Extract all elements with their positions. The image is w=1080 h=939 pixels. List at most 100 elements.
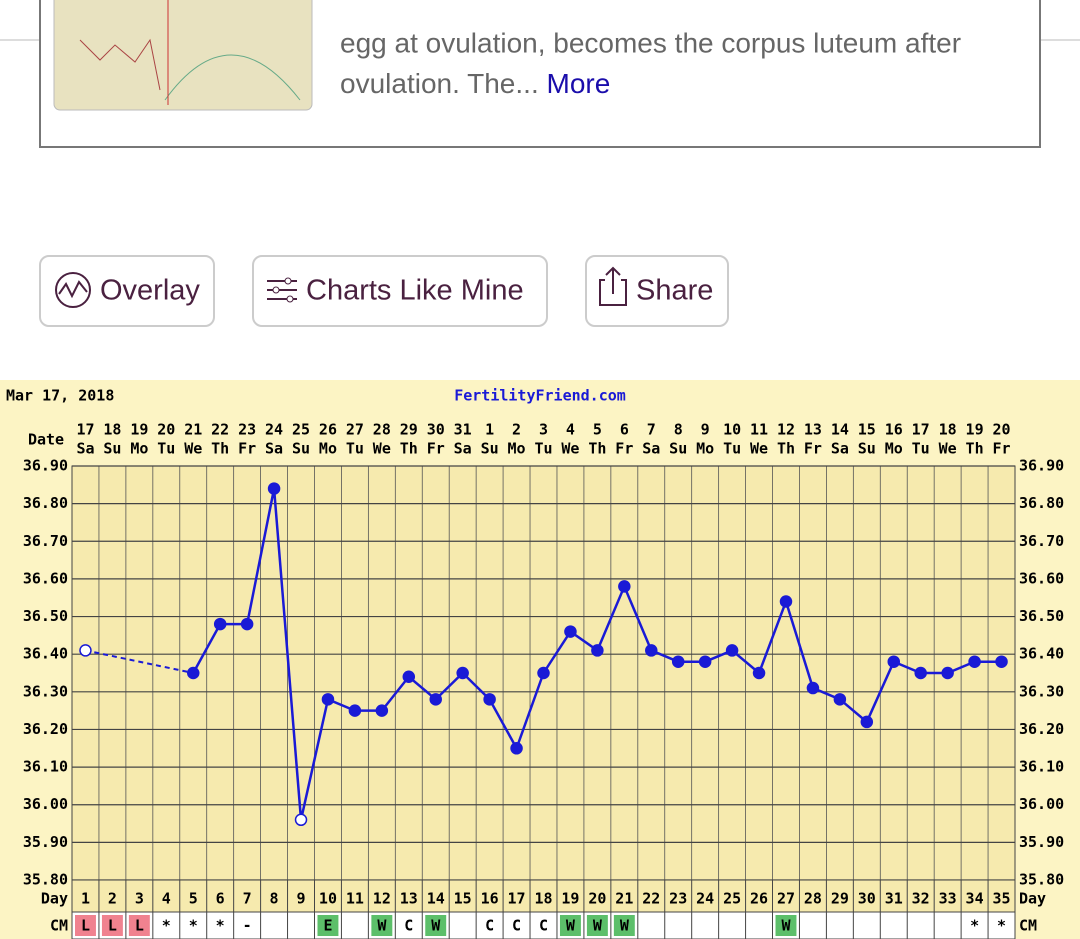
cm-cell (371, 915, 393, 936)
weekday-label: Th (966, 440, 984, 458)
temperature-point (941, 666, 954, 680)
weekday-label: Th (400, 440, 418, 458)
date-label: 13 (804, 421, 822, 439)
day-number: 32 (912, 890, 930, 908)
y-tick-label: 36.20 (23, 720, 68, 738)
weekday-label: Th (777, 440, 795, 458)
date-label: 19 (966, 421, 984, 439)
day-number: 30 (858, 890, 876, 908)
weekday-label: We (561, 440, 579, 458)
temperature-point (402, 670, 416, 684)
date-label: 8 (674, 421, 683, 439)
y-tick-label: 36.70 (23, 532, 68, 550)
charts-like-mine-button[interactable]: Charts Like Mine (252, 255, 548, 327)
cm-value: * (216, 917, 225, 935)
cm-value: W (620, 917, 630, 935)
day-number: 24 (696, 890, 714, 908)
day-number: 21 (615, 890, 633, 908)
weekday-label: Fr (615, 440, 633, 458)
overlay-button[interactable]: Overlay (39, 255, 215, 327)
day-number: 14 (427, 890, 445, 908)
weekday-label: Fr (992, 440, 1010, 458)
date-label: 17 (912, 421, 930, 439)
cm-value: L (108, 917, 117, 935)
weekday-label: Su (292, 440, 310, 458)
y-tick-label: 36.90 (1019, 457, 1064, 475)
day-number: 4 (162, 890, 171, 908)
date-label: 7 (647, 421, 656, 439)
weekday-label: Mo (319, 440, 337, 458)
cm-value: L (135, 917, 144, 935)
cm-cell (75, 915, 96, 936)
cm-cell (559, 915, 581, 936)
day-number: 9 (296, 890, 305, 908)
cm-value: * (997, 917, 1006, 935)
weekday-label: Th (588, 440, 606, 458)
date-label: 12 (777, 421, 795, 439)
weekday-label: Sa (831, 440, 849, 458)
weekday-label: Tu (346, 440, 364, 458)
weekday-label: Tu (157, 440, 175, 458)
date-label: 31 (454, 421, 472, 439)
day-number: 17 (508, 890, 526, 908)
y-tick-label: 36.70 (1019, 532, 1064, 550)
date-label: 22 (211, 421, 229, 439)
more-link[interactable]: More (547, 68, 611, 99)
x-axis-label: Date (28, 431, 64, 449)
day-number: 13 (400, 890, 418, 908)
temperature-point (806, 681, 820, 695)
weekday-label: Mo (696, 440, 714, 458)
y-tick-label: 36.00 (23, 795, 68, 813)
weekday-label: Sa (265, 440, 283, 458)
y-tick-label: 36.10 (23, 758, 68, 776)
date-label: 18 (103, 421, 121, 439)
date-label: 30 (427, 421, 445, 439)
day-number: 5 (189, 890, 198, 908)
y-tick-label: 36.80 (23, 494, 68, 512)
day-number: 31 (885, 890, 903, 908)
y-tick-label: 36.30 (1019, 682, 1064, 700)
day-number: 27 (777, 890, 795, 908)
cm-cell (128, 915, 150, 936)
day-number: 10 (319, 890, 337, 908)
weekday-label: Su (103, 440, 121, 458)
cm-value: * (970, 917, 979, 935)
date-label: 27 (346, 421, 364, 439)
cm-cell (101, 915, 123, 936)
day-number: 7 (243, 890, 252, 908)
share-button[interactable]: Share (585, 255, 729, 327)
date-label: 15 (858, 421, 876, 439)
weekday-label: Sa (454, 440, 472, 458)
day-number: 29 (831, 890, 849, 908)
cm-value: W (431, 917, 441, 935)
weekday-label: Tu (534, 440, 552, 458)
temperature-point (914, 666, 927, 680)
y-tick-label: 36.60 (1019, 569, 1064, 587)
y-tick-label: 36.30 (23, 682, 68, 700)
date-label: 18 (939, 421, 957, 439)
weekday-label: Tu (723, 440, 741, 458)
temperature-point (779, 595, 793, 608)
temperature-point (725, 644, 739, 657)
temperature-point (186, 666, 200, 680)
date-label: 11 (750, 421, 768, 439)
weekday-label: Su (481, 440, 499, 458)
weekday-label: Fr (427, 440, 445, 458)
date-label: 25 (292, 421, 310, 439)
temperature-point (213, 617, 227, 631)
date-label: 20 (157, 421, 175, 439)
day-number: 28 (804, 890, 822, 908)
temperature-point (860, 715, 874, 729)
chart-title: FertilityFriend.com (454, 387, 626, 405)
temperature-point (887, 655, 901, 668)
weekday-label: Mo (130, 440, 148, 458)
day-number: 25 (723, 890, 741, 908)
temperature-point (240, 617, 254, 631)
temperature-point (321, 693, 335, 706)
day-row (71, 879, 1016, 913)
cm-row (71, 911, 1016, 939)
weekday-label: Tu (912, 440, 930, 458)
y-tick-label: 36.40 (1019, 645, 1064, 663)
